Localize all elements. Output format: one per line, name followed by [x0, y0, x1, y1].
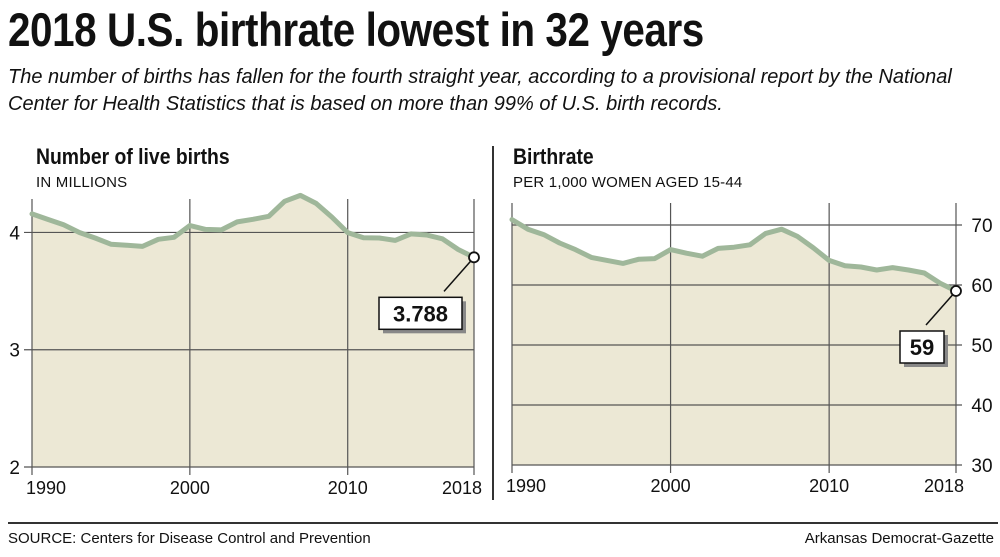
rate-series-line	[509, 217, 959, 294]
births-endpoint-marker	[468, 251, 480, 264]
rate-x-tick-label: 1990	[506, 476, 546, 496]
footer-rule	[8, 522, 998, 524]
rate-area-fill	[512, 219, 956, 465]
births-series-line	[29, 192, 477, 260]
publisher-credit: Arkansas Democrat-Gazette	[804, 530, 994, 547]
births-area-fill	[32, 195, 474, 467]
rate-y-tick-label: 30	[971, 456, 992, 477]
births-chart-subtitle: IN MILLIONS	[36, 174, 128, 191]
headline: 2018 U.S. birthrate lowest in 32 years	[8, 3, 704, 56]
rate-x-tick-label: 2018	[924, 476, 964, 496]
subhead: The number of births has fallen for the …	[8, 66, 952, 115]
rate-callout-box	[899, 330, 945, 364]
birthrate-chart-title: Birthrate	[513, 144, 594, 169]
births-callout-label: 3.788	[393, 301, 448, 326]
rate-y-tick-label: 70	[971, 216, 992, 237]
births-chart-title: Number of live births	[36, 144, 230, 169]
births-y-tick-label: 3	[9, 341, 20, 362]
births-y-tick-label: 2	[9, 458, 20, 479]
rate-x-tick-label: 2010	[809, 476, 849, 496]
rate-callout-label: 59	[910, 335, 934, 360]
rate-y-tick-label: 60	[971, 276, 992, 297]
births-y-tick-label: 4	[9, 223, 20, 244]
rate-callout-leader	[925, 290, 957, 326]
panel-divider	[492, 146, 494, 500]
births-callout-box	[378, 296, 463, 331]
births-x-tick-label: 2000	[170, 478, 210, 498]
births-x-tick-label: 2018	[442, 478, 482, 498]
source-note: SOURCE: Centers for Disease Control and …	[8, 530, 371, 547]
rate-y-tick-label: 50	[971, 336, 992, 357]
births-callout-leader	[443, 256, 475, 292]
rate-x-tick-label: 2000	[651, 476, 691, 496]
rate-endpoint-marker	[950, 285, 962, 297]
births-x-tick-label: 1990	[26, 478, 66, 498]
rate-y-tick-label: 40	[971, 396, 992, 417]
birthrate-chart-subtitle: PER 1,000 WOMEN AGED 15-44	[513, 174, 743, 191]
births-x-tick-label: 2010	[328, 478, 368, 498]
